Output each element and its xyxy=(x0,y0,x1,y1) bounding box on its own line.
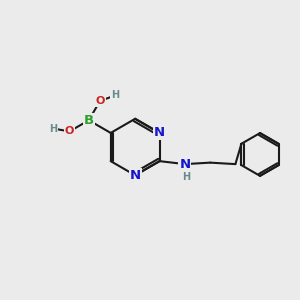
Text: N: N xyxy=(154,126,165,140)
Text: H: H xyxy=(111,90,119,100)
Text: N: N xyxy=(179,158,191,171)
Text: N: N xyxy=(130,169,141,182)
Text: O: O xyxy=(95,96,105,106)
Text: H: H xyxy=(49,124,58,134)
Text: B: B xyxy=(84,114,94,127)
Text: H: H xyxy=(182,172,190,182)
Text: O: O xyxy=(65,126,74,136)
